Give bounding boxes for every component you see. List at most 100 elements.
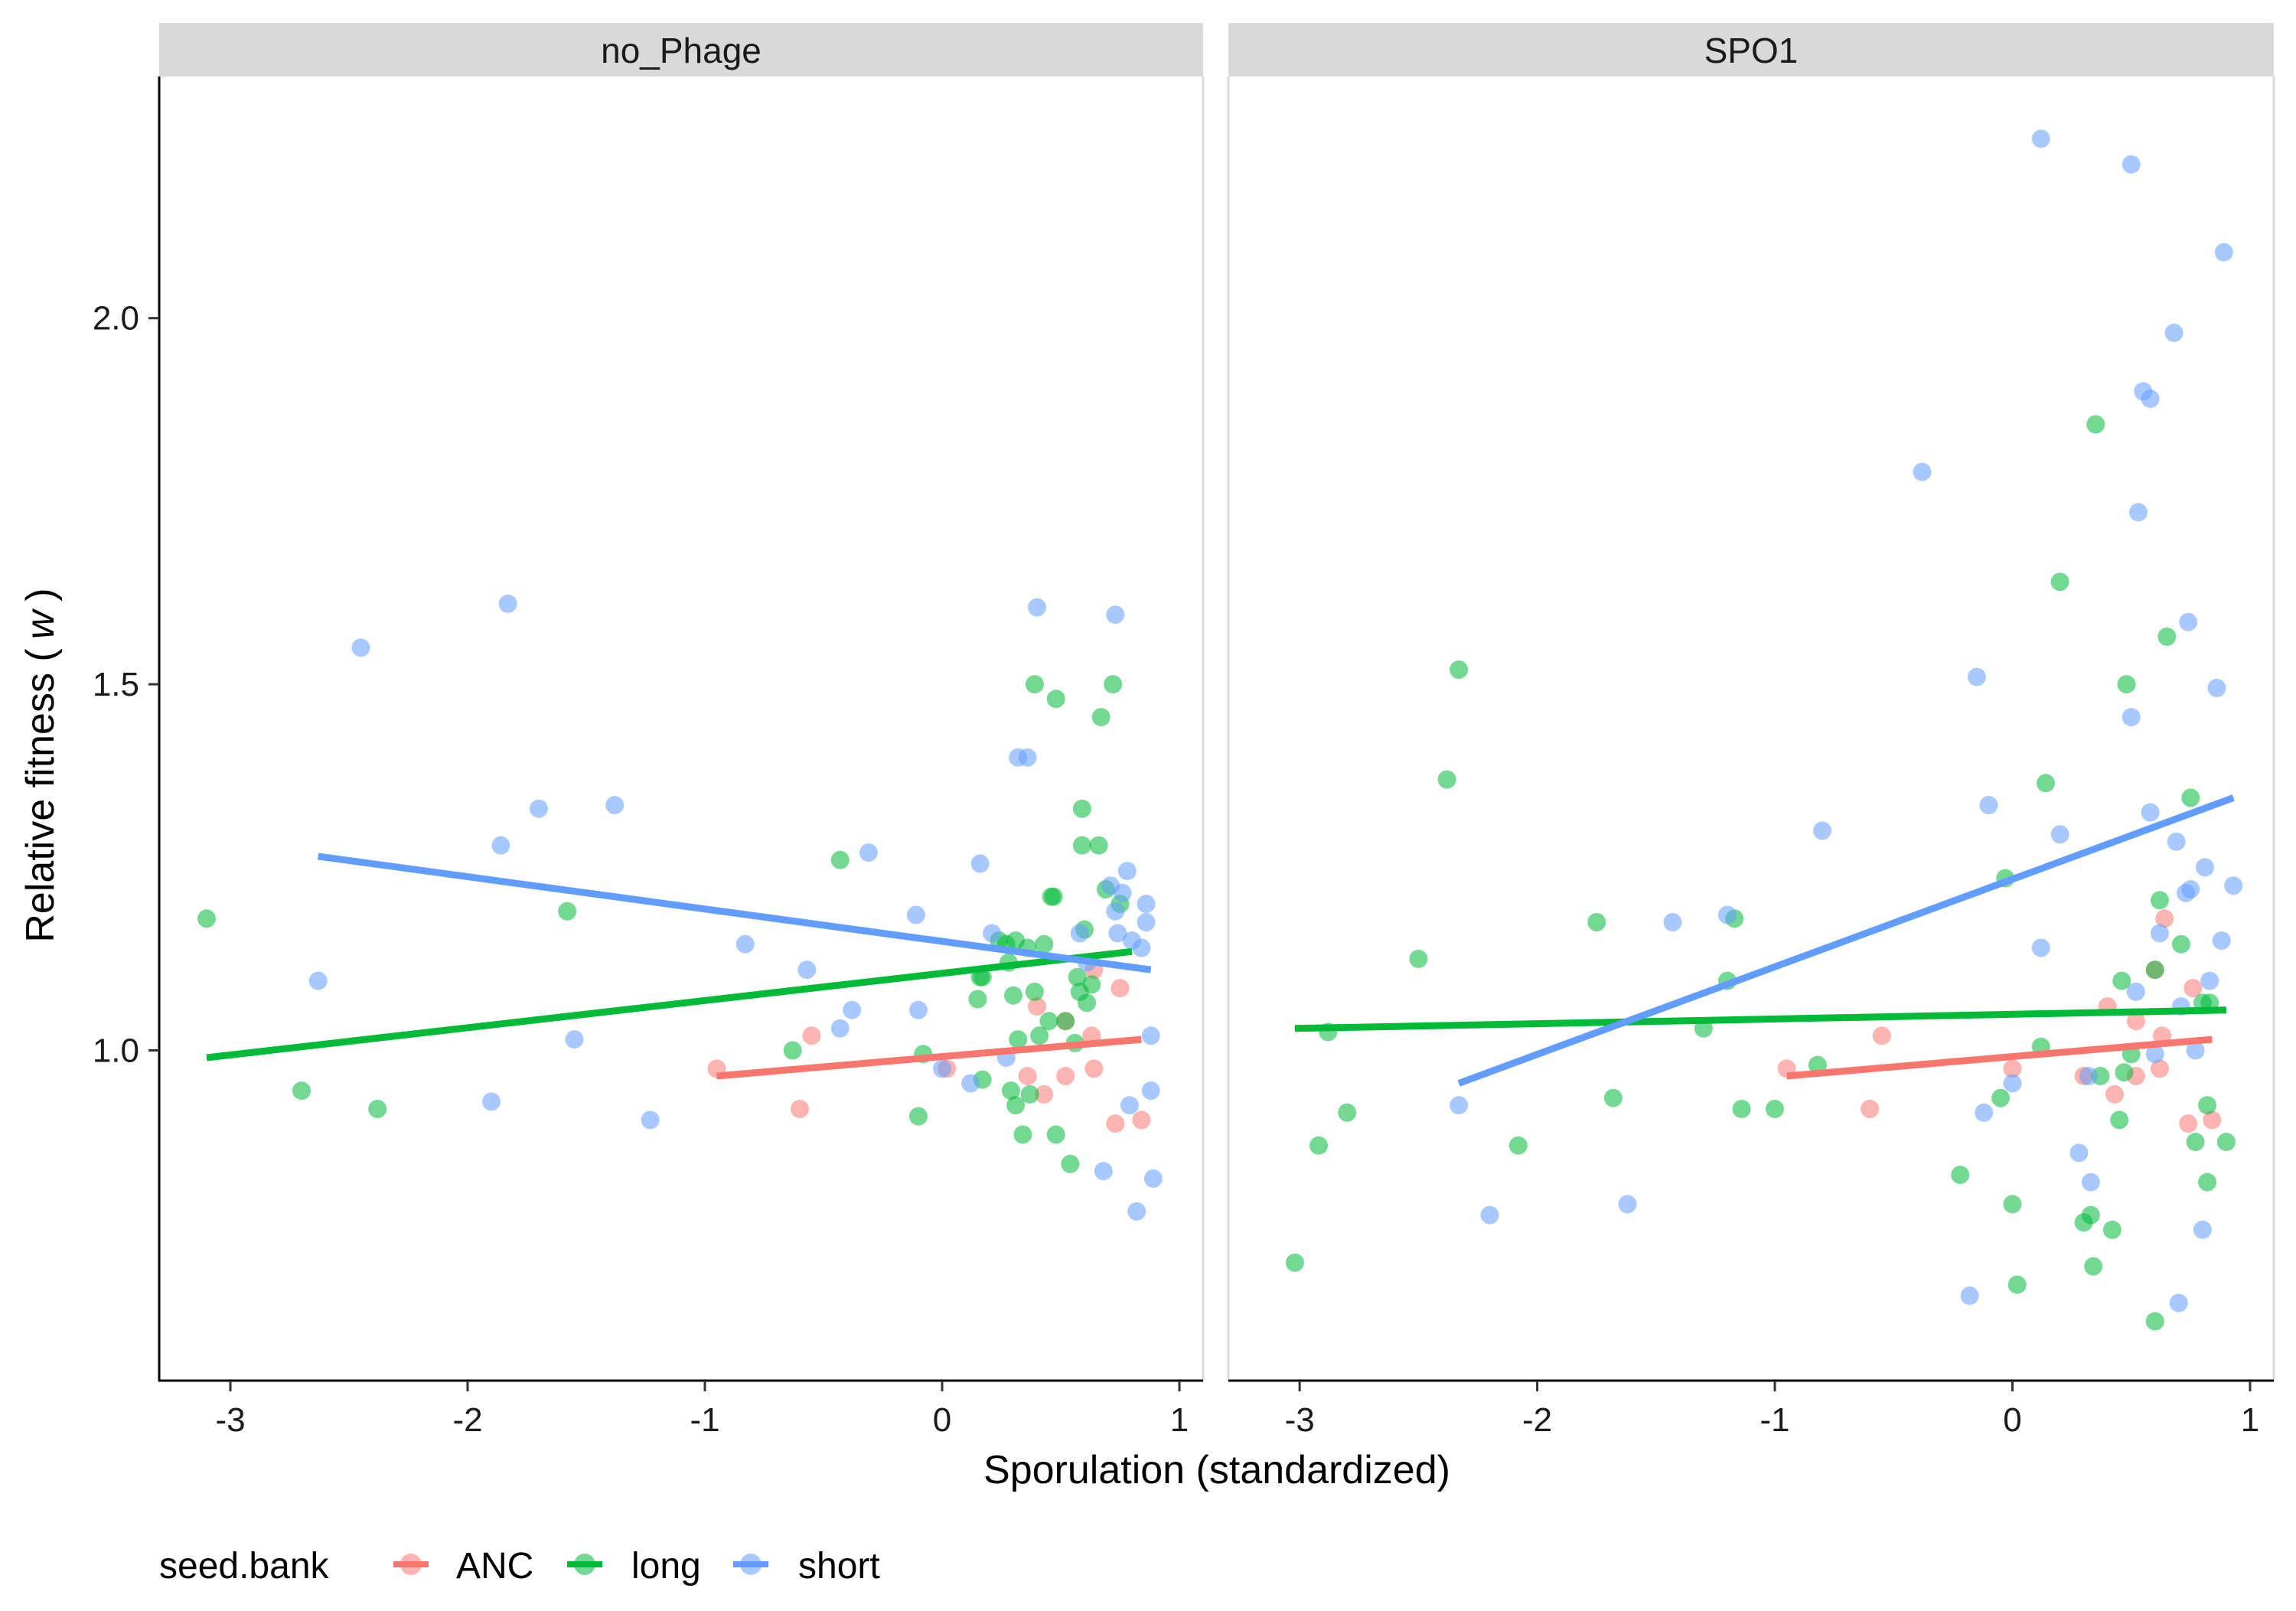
point-long xyxy=(1025,982,1044,1001)
point-short xyxy=(2196,858,2214,877)
point-long xyxy=(2117,675,2136,694)
y-axis-title: Relative fitness (w) xyxy=(18,588,63,942)
point-short xyxy=(2167,832,2186,851)
point-short xyxy=(797,960,817,980)
strip-background xyxy=(159,23,1203,77)
point-long xyxy=(1030,1026,1049,1045)
point-short xyxy=(1480,1205,1499,1225)
point-short xyxy=(2200,971,2219,990)
strip-label: no_Phage xyxy=(601,31,762,70)
x-axis-ticks: -3 -2 -1 0 1 xyxy=(215,1381,1189,1439)
trend-line-long xyxy=(206,947,1133,1061)
y-axis-title-main: Relative fitness ( xyxy=(18,648,63,943)
point-short xyxy=(2003,1074,2022,1093)
point-long xyxy=(1450,660,1469,679)
point-short xyxy=(2145,1045,2164,1064)
point-short xyxy=(2224,876,2243,895)
panel-spo1: SPO1 -3 -2 -1 0 1 xyxy=(1227,23,2275,1439)
point-short xyxy=(2031,938,2050,957)
point-long xyxy=(1338,1103,1357,1122)
point-anc xyxy=(2003,1059,2022,1078)
x-tick-label: 0 xyxy=(2003,1401,2021,1439)
point-long xyxy=(2037,774,2055,793)
point-anc xyxy=(1106,1114,1125,1133)
legend-key-point xyxy=(400,1554,422,1575)
y-axis-title-symbol: w xyxy=(18,608,63,639)
point-long xyxy=(2145,960,2164,980)
point-long xyxy=(2198,1172,2217,1192)
point-long xyxy=(2157,627,2177,646)
legend-item-short: short xyxy=(733,1546,880,1587)
point-anc xyxy=(1028,997,1046,1016)
point-long xyxy=(2145,1312,2164,1331)
point-long xyxy=(1046,1125,1065,1144)
point-short xyxy=(1813,821,1832,840)
point-long xyxy=(1044,887,1063,906)
point-short xyxy=(2151,924,2169,943)
point-short xyxy=(565,1030,584,1049)
point-long xyxy=(2186,1133,2205,1152)
point-long xyxy=(1006,1096,1026,1115)
x-tick-label: 1 xyxy=(2241,1401,2259,1439)
point-short xyxy=(2214,243,2233,262)
trend-line-anc xyxy=(1786,1035,2213,1080)
point-long xyxy=(1437,770,1456,789)
point-long xyxy=(1056,1012,1075,1031)
point-anc xyxy=(1018,1067,1037,1085)
point-short xyxy=(1120,1096,1139,1115)
point-short xyxy=(308,971,328,990)
point-long xyxy=(1285,1253,1304,1272)
x-tick-label: 1 xyxy=(1170,1401,1189,1439)
point-short xyxy=(1132,938,1151,957)
point-short xyxy=(1663,913,1682,931)
point-long xyxy=(2112,971,2131,990)
point-short xyxy=(1106,902,1125,921)
point-short xyxy=(482,1092,501,1111)
point-long xyxy=(2181,788,2200,807)
y-axis-ticks: 1.0 1.5 2.0 xyxy=(93,300,159,1069)
point-anc xyxy=(2126,1012,2145,1031)
point-short xyxy=(859,843,878,863)
legend: seed.bank ANC long short xyxy=(159,1546,880,1587)
x-axis-ticks: -3 -2 -1 0 1 xyxy=(1285,1381,2259,1439)
point-short xyxy=(1117,862,1137,881)
point-anc xyxy=(802,1026,821,1045)
point-long xyxy=(1587,913,1606,931)
point-short xyxy=(2129,503,2148,522)
point-long xyxy=(1309,1136,1328,1155)
point-long xyxy=(2003,1195,2022,1214)
point-long xyxy=(1035,934,1054,954)
data-points xyxy=(197,594,1163,1221)
point-anc xyxy=(1110,979,1130,998)
point-short xyxy=(1137,895,1156,914)
legend-key-point xyxy=(740,1554,762,1575)
point-short xyxy=(1143,1169,1163,1188)
x-tick-label: -2 xyxy=(452,1401,482,1439)
point-anc xyxy=(2203,1110,2222,1130)
point-long xyxy=(2151,891,2169,910)
point-short xyxy=(2122,708,2141,727)
point-short xyxy=(2164,323,2183,342)
trend-line-short xyxy=(318,853,1152,973)
point-anc xyxy=(1861,1100,1880,1118)
point-short xyxy=(1718,905,1737,925)
point-long xyxy=(2115,1063,2134,1082)
point-long xyxy=(1078,993,1097,1013)
point-short xyxy=(2207,678,2226,697)
point-short xyxy=(2069,1143,2089,1163)
point-short xyxy=(2050,825,2069,844)
point-short xyxy=(1108,924,1127,943)
point-long xyxy=(1013,1125,1032,1144)
point-short xyxy=(1979,796,1998,814)
x-tick-label: -3 xyxy=(1285,1401,1315,1439)
point-long xyxy=(558,902,577,921)
point-short xyxy=(2081,1172,2100,1192)
point-short xyxy=(983,924,1002,943)
point-short xyxy=(1913,462,1932,481)
point-long xyxy=(1091,708,1110,727)
point-short xyxy=(1960,1287,1979,1305)
point-short xyxy=(933,1059,951,1078)
point-anc xyxy=(2183,979,2203,998)
point-short xyxy=(1137,913,1156,931)
